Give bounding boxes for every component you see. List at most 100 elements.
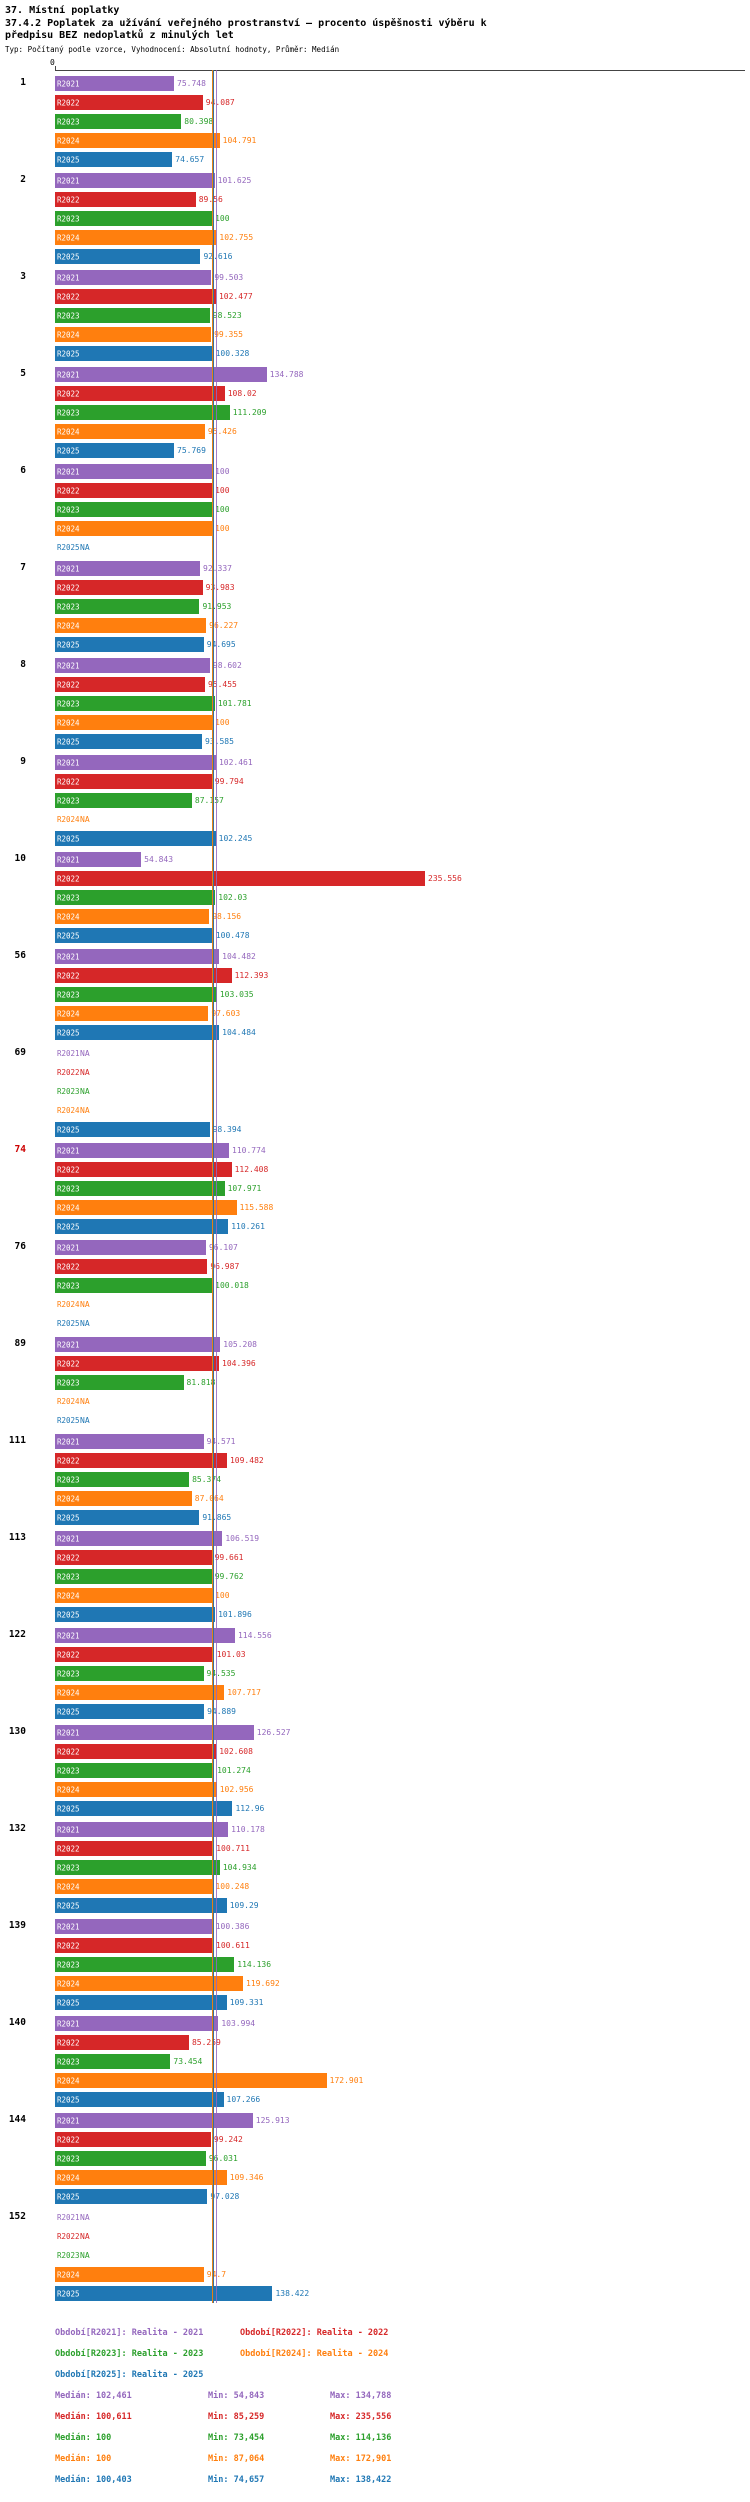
chart-group: 2 R2021 101.625 R2022 89.56 R2023 100 R2024 102.…	[0, 171, 750, 266]
bar-row: R2025 91.865	[55, 1508, 750, 1527]
bar-series-label: R2025	[57, 349, 80, 358]
bar-row: R2021 101.625	[55, 171, 750, 190]
bar-value-label: 99.762	[214, 1572, 244, 1581]
bar-row: R2025 109.29	[55, 1896, 750, 1915]
na-label: NA	[80, 1106, 90, 1115]
bar-r2021: R2021	[55, 1337, 221, 1352]
stat-min: Min: 54,843	[208, 2391, 265, 2401]
bar-row: R2021 126.527	[55, 1723, 750, 1742]
bar-value-label: 74.657	[175, 155, 205, 164]
bar-row: R2024 95.426	[55, 422, 750, 441]
bar-r2023: R2023	[55, 502, 213, 517]
bar-series-label: R2024	[57, 718, 80, 727]
chart-group: 69 R2021 NA R2022 NA R2023 NA R2024 NA R2025 98.39…	[0, 1044, 750, 1139]
bar-r2021: R2021	[55, 1822, 229, 1837]
bar-value-label: 99.503	[214, 273, 244, 282]
bar-series-label: R2022	[57, 292, 80, 301]
chart-group: 5 R2021 134.788 R2022 108.02 R2023 111.209 R202…	[0, 365, 750, 460]
bar-series-label: R2025	[57, 1125, 80, 1134]
bar-series-label: R2024	[57, 524, 80, 533]
bar-series-label: R2024	[57, 1785, 80, 1794]
bar-value-label: 104.934	[222, 1863, 257, 1872]
bar-series-label: R2023	[57, 893, 80, 902]
bar-row: R2022 102.477	[55, 287, 750, 306]
bar-value-label: 75.769	[177, 446, 206, 455]
bar-series-label: R2023	[57, 408, 80, 417]
group-label: 8	[20, 659, 26, 670]
chart-groups: 1 R2021 75.748 R2022 94.087 R2023 80.398 R2024 1…	[0, 70, 750, 2303]
chart-group: 10 R2021 54.843 R2022 235.556 R2023 102.03 R202…	[0, 850, 750, 945]
group-label: 2	[20, 174, 26, 185]
bar-series-label: R2021	[57, 855, 80, 864]
bar-r2022: R2022	[55, 386, 225, 401]
bar-series-label: R2022	[57, 2135, 80, 2144]
group-label: 152	[8, 2211, 26, 2222]
bar-series-label: R2025	[57, 2192, 80, 2201]
chart-group: 3 R2021 99.503 R2022 102.477 R2023 98.523 R2024…	[0, 268, 750, 363]
bar-row: R2024 100	[55, 519, 750, 538]
legend-item-r2021: Období[R2021]: Realita - 2021	[55, 2328, 204, 2338]
bar-r2023: R2023	[55, 1666, 204, 1681]
bar-series-label: R2021	[57, 1825, 80, 1834]
bar-row: R2025 75.769	[55, 441, 750, 460]
bar-r2024: R2024	[55, 1491, 192, 1506]
bar-r2025: R2025	[55, 1510, 200, 1525]
bar-value-label: 100	[215, 524, 230, 533]
bar-value-label: 54.843	[144, 855, 174, 864]
bar-value-label: 104.482	[222, 952, 256, 961]
bar-series-label: R2024	[57, 1688, 80, 1697]
bar-row: R2024 NA	[55, 1295, 750, 1314]
bar-value-label: 91.865	[202, 1513, 232, 1522]
bar-series-label: R2023	[57, 990, 80, 999]
chart-group: 113 R2021 106.519 R2022 99.661 R2023 99.762 R20…	[0, 1529, 750, 1624]
bar-row: R2023 101.781	[55, 694, 750, 713]
chart-group: 139 R2021 100.386 R2022 100.611 R2023 114.136 R…	[0, 1917, 750, 2012]
bar-series-label: R2022	[57, 1650, 80, 1659]
bar-series-label: R2023	[57, 699, 80, 708]
bar-value-label: 100.386	[215, 1922, 250, 1931]
bar-r2024: R2024	[55, 1588, 213, 1603]
bar-row: R2022 100	[55, 481, 750, 500]
bar-series-label: R2024	[57, 1591, 80, 1600]
bar-series-label: R2022	[57, 1456, 80, 1465]
bar-row: R2025 93.585	[55, 732, 750, 751]
bar-series-label: R2024	[57, 1009, 80, 1018]
bar-value-label: 106.519	[225, 1534, 260, 1543]
bar-r2022: R2022	[55, 1744, 217, 1759]
bar-row: R2021 110.178	[55, 1820, 750, 1839]
bar-r2025: R2025	[55, 249, 201, 264]
bar-row: R2023 101.274	[55, 1761, 750, 1780]
chart-group: 130 R2021 126.527 R2022 102.608 R2023 101.274 R…	[0, 1723, 750, 1818]
bar-value-label: 102.755	[219, 233, 254, 242]
bar-series-label: R2023	[57, 602, 80, 611]
bar-series-label: R2024	[57, 2270, 80, 2279]
na-label: NA	[80, 2251, 90, 2260]
bar-r2021: R2021	[55, 464, 213, 479]
bar-r2024: R2024	[55, 230, 217, 245]
bar-r2022: R2022	[55, 1162, 232, 1177]
bar-series-label: R2021	[57, 1631, 80, 1640]
bar-r2025: R2025	[55, 734, 203, 749]
na-label: NA	[80, 2232, 90, 2241]
bar-row: R2024 99.355	[55, 325, 750, 344]
bar-r2022: R2022	[55, 1356, 219, 1371]
bar-value-label: 104.396	[222, 1359, 256, 1368]
stat-row-r2025: Medián: 100,403 Min: 74,657 Max: 138,422	[55, 2470, 750, 2491]
bar-value-label: 101.781	[217, 699, 252, 708]
bar-row: R2021 54.843	[55, 850, 750, 869]
legend-item-r2024: Období[R2024]: Realita - 2024	[240, 2349, 389, 2359]
bar-r2021: R2021	[55, 561, 201, 576]
bar-value-label: 235.556	[428, 874, 462, 883]
bar-r2021: R2021	[55, 2113, 253, 2128]
bar-r2024: R2024	[55, 327, 212, 342]
bar-r2024: R2024	[55, 1685, 225, 1700]
bar-value-label: 94.535	[206, 1669, 236, 1678]
bar-row: R2023 80.398	[55, 112, 750, 131]
bar-value-label: 104.484	[222, 1028, 256, 1037]
bar-r2025: R2025	[55, 346, 213, 361]
bar-row: R2025 107.266	[55, 2090, 750, 2109]
bar-r2022: R2022	[55, 1938, 214, 1953]
na-label: NA	[80, 1416, 90, 1425]
bar-series-label: R2022	[57, 2038, 80, 2047]
bar-value-label: 112.408	[234, 1165, 269, 1174]
